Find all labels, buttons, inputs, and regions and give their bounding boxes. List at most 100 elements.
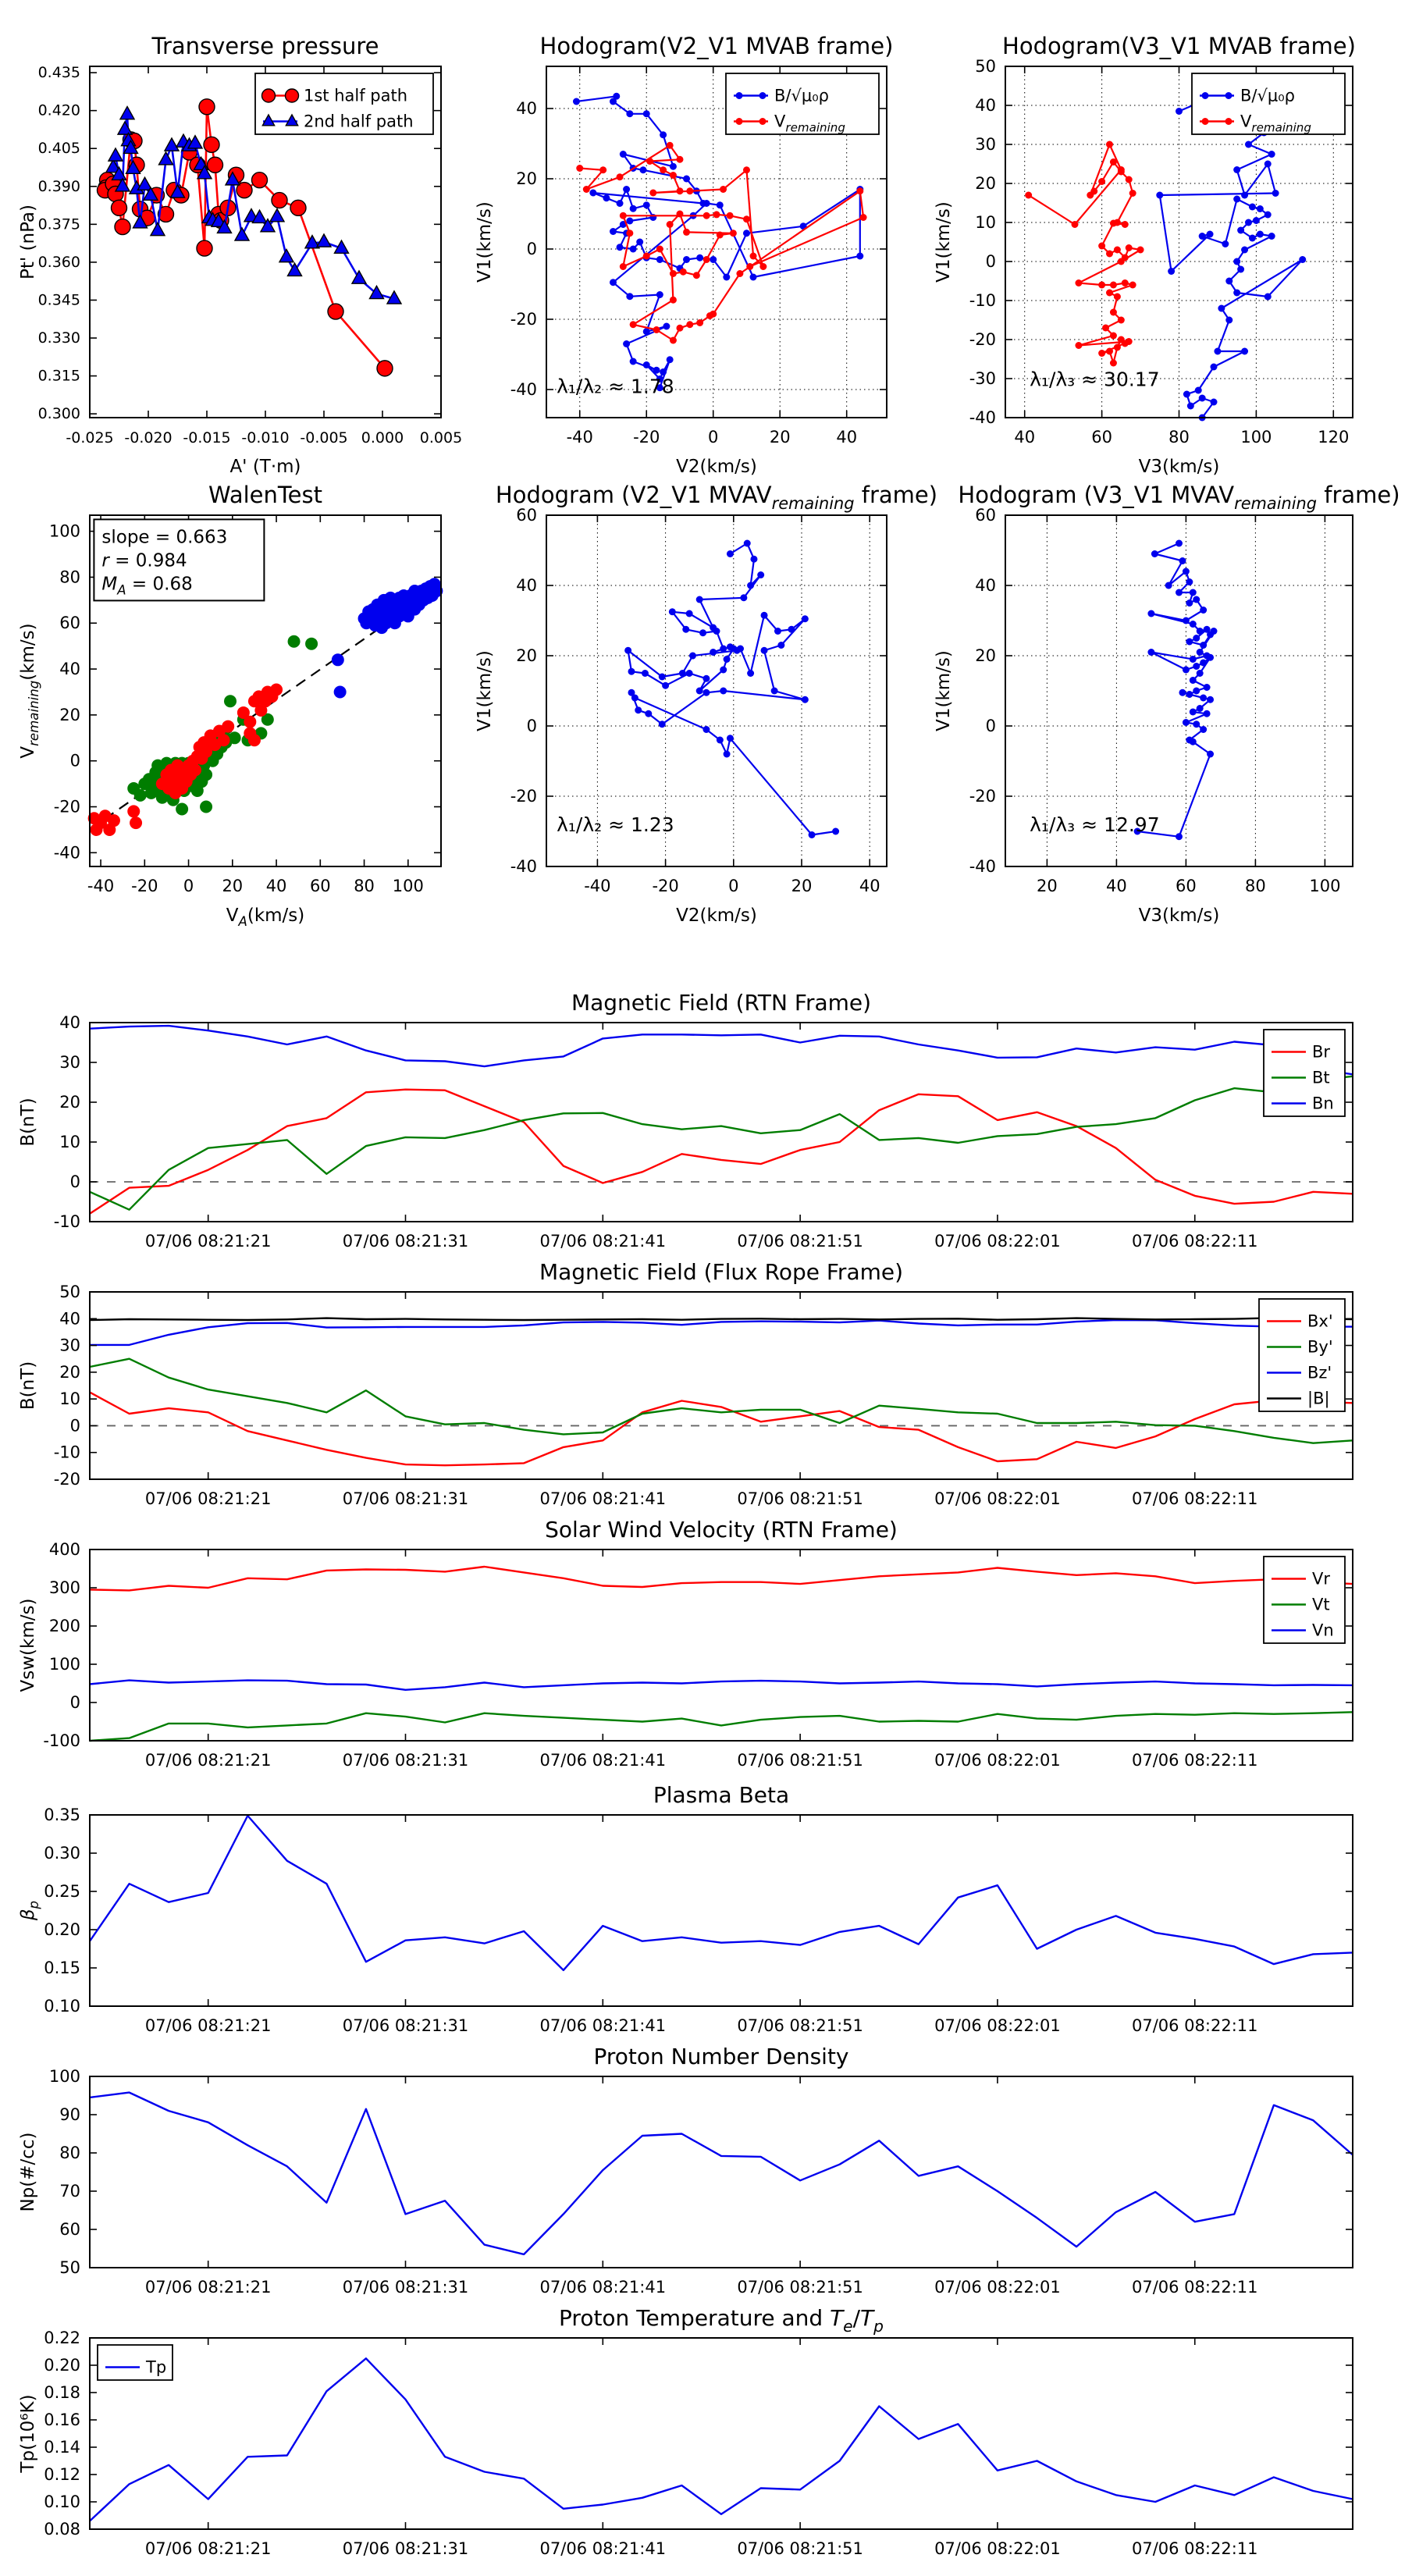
- legend: B/√μ₀ρ Vremaining: [725, 73, 880, 135]
- x-tick-label: 07/06 08:22:01: [934, 1751, 1061, 1770]
- x-tick-label: 07/06 08:22:01: [934, 1489, 1061, 1508]
- x-tick-label: 07/06 08:21:21: [145, 1232, 272, 1251]
- y-tick-label: 100: [49, 1655, 80, 1674]
- plot-transverse-pressure: -0.025 -0.020 -0.015 -0.010 -0.005 0.000 0.005…: [8, 18, 493, 489]
- x-tick-label: 07/06 08:21:31: [343, 2539, 469, 2558]
- panel-b-fluxrope-svg: 07/06 08:21:21 07/06 08:21:31 07/06 08:21:…: [18, 1259, 1353, 1508]
- y-tick-label: 0.360: [38, 254, 80, 271]
- y-tick-label: 200: [49, 1617, 80, 1635]
- y-tick-label: 30: [59, 1336, 80, 1355]
- series-By': [89, 1357, 1353, 1444]
- series-Bz': [90, 1318, 1353, 1347]
- y-axis-label: Pt' (nPa): [18, 205, 38, 279]
- stats-line: MA = 0.68: [101, 574, 192, 597]
- y-tick-label: 0.10: [44, 1997, 80, 2016]
- series-beta_p: [89, 1814, 1353, 1972]
- y-tick-label: 50: [59, 1283, 80, 1301]
- y-tick-label: 50: [59, 2258, 80, 2277]
- y-tick-label: -20: [510, 787, 537, 806]
- y-tick-label: 0.420: [38, 102, 80, 119]
- y-axis-label: V1(km/s): [934, 650, 954, 731]
- stats-line: slope = 0.663: [101, 527, 227, 547]
- plot-title: Hodogram (V3_V1 MVAVremaining frame): [958, 482, 1400, 513]
- x-tick-label: 07/06 08:21:41: [540, 1489, 667, 1508]
- y-tick-label: 60: [975, 506, 996, 525]
- y-tick-label: 0.345: [38, 291, 80, 308]
- x-tick-label: 07/06 08:21:21: [145, 2278, 272, 2297]
- y-tick-label: 0.300: [38, 405, 80, 422]
- plot-title: Hodogram(V3_V1 MVAB frame): [1002, 33, 1356, 59]
- axes-frame: [89, 2076, 1353, 2268]
- x-tick-label: 60: [1091, 428, 1112, 447]
- plot-title: Solar Wind Velocity (RTN Frame): [545, 1517, 898, 1542]
- x-tick-label: 100: [393, 877, 424, 895]
- y-tick-label: 60: [59, 614, 80, 632]
- annotation: λ₁/λ₃ ≈ 30.17: [1030, 368, 1159, 391]
- x-tick-label: 07/06 08:22:01: [934, 2016, 1061, 2035]
- markers-V: [624, 539, 840, 838]
- y-tick-label: -40: [510, 857, 537, 876]
- panel-tp-svg: 07/06 08:21:21 07/06 08:21:31 07/06 08:21:…: [18, 2305, 1353, 2558]
- axes-frame: [89, 1291, 1353, 1480]
- legend-label: |B|: [1307, 1389, 1330, 1409]
- y-tick-label: 0: [986, 717, 996, 735]
- y-tick-label: 40: [59, 660, 80, 678]
- y-axis-label: Np(#/cc): [18, 2132, 38, 2211]
- axes-frame: [89, 1549, 1353, 1742]
- x-tick-label: -0.025: [66, 429, 113, 447]
- series-V: [627, 542, 836, 836]
- y-axis-label: Vremaining(km/s): [18, 623, 41, 758]
- legend-label: Bn: [1312, 1094, 1334, 1113]
- x-tick-label: -40: [584, 877, 610, 895]
- y-tick-label: -20: [969, 787, 996, 806]
- x-tick-label: -0.015: [183, 429, 230, 447]
- y-axis-label: V1(km/s): [475, 650, 495, 731]
- x-tick-label: 120: [1318, 428, 1349, 447]
- x-tick-label: 0.000: [361, 429, 404, 447]
- plot-hodogram-v3v1-mvav: 20 40 60 80 100 -40 -20 0 20 40 60 Hodogram (V3_V1 …: [923, 467, 1404, 938]
- panel-vsw-svg: 07/06 08:21:21 07/06 08:21:31 07/06 08:21:…: [18, 1517, 1353, 1770]
- series-Bx': [89, 1391, 1353, 1467]
- legend: 1st half path 2nd half path: [254, 73, 434, 135]
- y-tick-label: -40: [969, 408, 996, 427]
- y-tick-label: 40: [975, 576, 996, 595]
- legend-label: Br: [1312, 1043, 1330, 1062]
- panel-proton-number-density: 07/06 08:21:21 07/06 08:21:31 07/06 08:21:…: [8, 2028, 1404, 2339]
- markers-2nd half path: [105, 105, 403, 304]
- plot-hodogram-v3v1-mvab: 40 60 80 100 120 -40 -30 -20 -10 0 10 20 30 40 50 Hodog…: [923, 18, 1404, 489]
- y-axis-label: βp: [18, 1901, 41, 1921]
- axes-frame: [89, 514, 442, 867]
- axes-frame: [89, 1022, 1353, 1222]
- y-tick-label: 0: [70, 1416, 80, 1435]
- legend: Tp: [97, 2344, 173, 2381]
- plot-title: Magnetic Field (RTN Frame): [571, 990, 871, 1016]
- y-tick-label: 0.10: [44, 2492, 80, 2511]
- y-axis-label: B(nT): [18, 1098, 38, 1146]
- y-tick-label: 0.30: [44, 1844, 80, 1863]
- y-tick-label: 20: [59, 1093, 80, 1112]
- series-Vremaining: [1028, 143, 1142, 365]
- y-tick-label: 50: [975, 57, 996, 76]
- legend-label: Vr: [1312, 1570, 1330, 1589]
- y-tick-label: 20: [975, 646, 996, 665]
- markers-first: [87, 683, 283, 836]
- panel-plasma-beta: 07/06 08:21:21 07/06 08:21:31 07/06 08:21:…: [8, 1767, 1404, 2078]
- x-tick-label: -40: [567, 428, 593, 447]
- y-tick-label: 70: [59, 2182, 80, 2201]
- y-tick-label: 0.330: [38, 329, 80, 347]
- y-tick-label: 20: [59, 1363, 80, 1382]
- x-tick-label: 07/06 08:22:11: [1132, 2539, 1258, 2558]
- y-tick-label: 0.390: [38, 178, 80, 195]
- y-tick-label: 0: [986, 252, 996, 271]
- legend-label: Bt: [1312, 1069, 1330, 1087]
- x-tick-label: 07/06 08:21:51: [737, 2016, 863, 2035]
- x-tick-label: -0.010: [241, 429, 289, 447]
- x-tick-label: 07/06 08:21:51: [737, 1751, 863, 1770]
- x-tick-label: 80: [354, 877, 375, 895]
- y-tick-label: 40: [59, 1013, 80, 1032]
- legend: Vr Vt Vn: [1263, 1556, 1346, 1644]
- y-tick-label: 30: [975, 135, 996, 154]
- stats-box: [93, 518, 265, 602]
- x-tick-label: 40: [836, 428, 857, 447]
- markers-B: [572, 92, 864, 392]
